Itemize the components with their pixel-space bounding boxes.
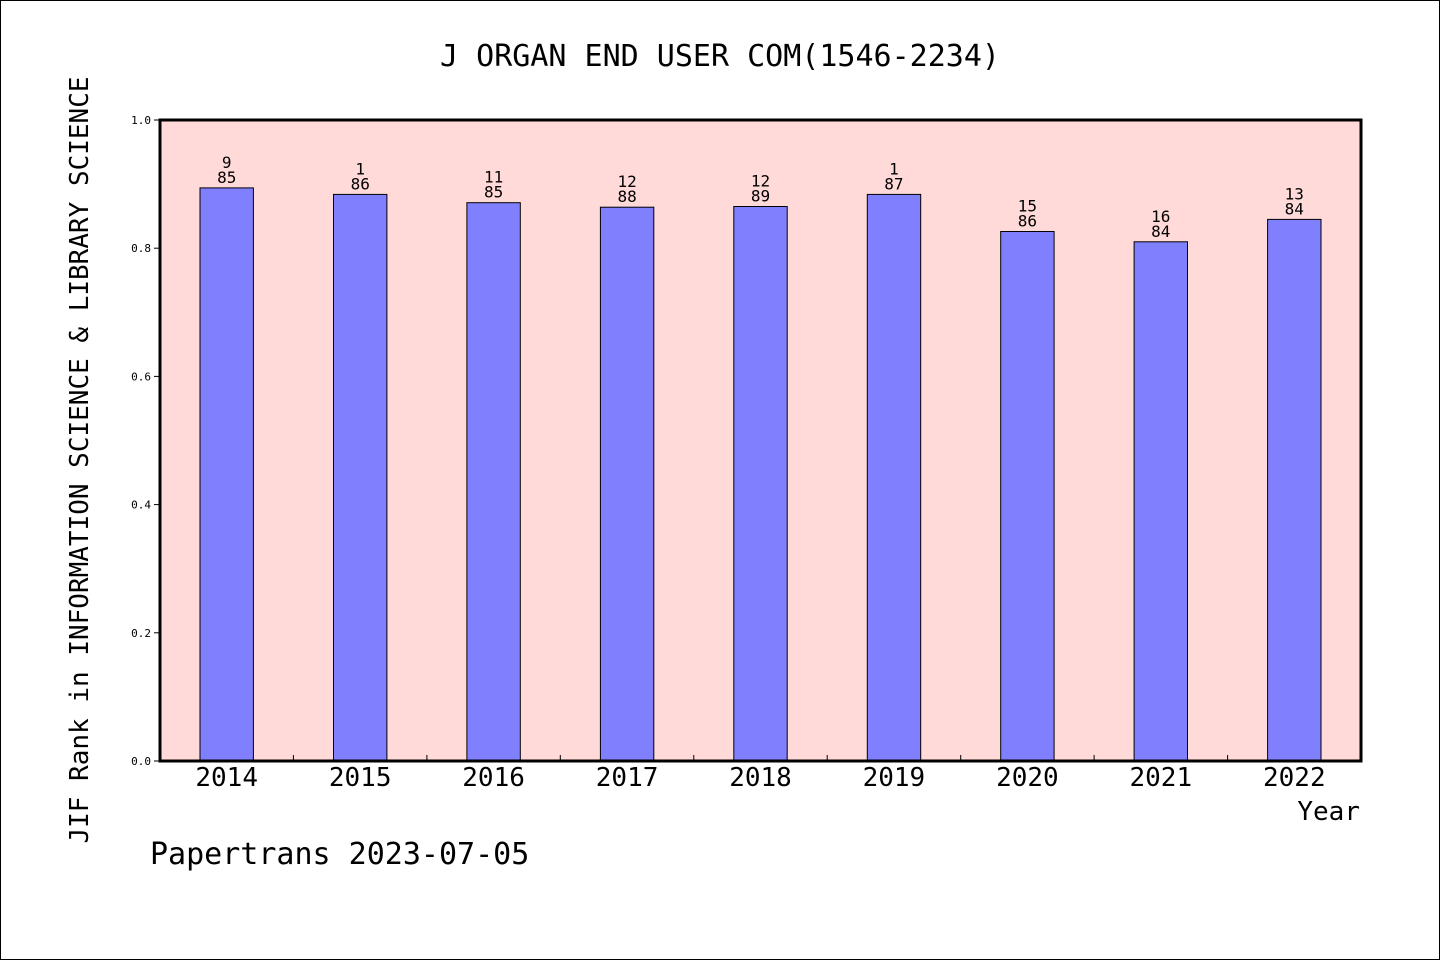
total-label-2020: 86 <box>1018 212 1037 231</box>
x-tick-label-2014: 2014 <box>195 763 258 793</box>
y-tick-label: 0.4 <box>131 499 151 512</box>
bar-2018 <box>733 206 788 762</box>
bar-2016 <box>466 202 521 762</box>
total-label-2022: 84 <box>1285 199 1304 218</box>
plot-border <box>158 118 1363 763</box>
total-label-2017: 88 <box>617 187 636 206</box>
rank-label-2014: 9 <box>222 153 232 172</box>
rank-label-2022: 13 <box>1285 184 1304 203</box>
bar-2014 <box>199 187 254 762</box>
x-tick-label-2016: 2016 <box>462 763 525 793</box>
y-tick-label: 0.6 <box>131 370 151 383</box>
bar-2020 <box>1000 231 1055 762</box>
rank-label-2020: 15 <box>1018 197 1037 216</box>
total-label-2021: 84 <box>1151 222 1170 241</box>
total-label-2014: 85 <box>217 168 236 187</box>
total-label-2018: 89 <box>751 187 770 206</box>
y-axis-ticks: 0.0 0.2 0.4 0.6 0.8 1.0 <box>131 114 160 768</box>
chart-title: J ORGAN END USER COM(1546-2234) <box>440 39 1000 74</box>
bar-2021 <box>1133 241 1188 762</box>
bar-2019 <box>866 193 922 762</box>
rank-label-2016: 11 <box>484 168 503 187</box>
y-tick-label: 0.2 <box>131 627 151 640</box>
x-tick-label-2015: 2015 <box>329 763 392 793</box>
rank-label-2015: 1 <box>355 159 365 178</box>
bar-2017 <box>599 206 655 762</box>
footer-credit: Papertrans 2023-07-05 <box>150 837 529 872</box>
y-tick-label: 0.0 <box>131 755 151 768</box>
y-tick-label: 1.0 <box>131 114 151 127</box>
y-axis-label: JIF Rank in INFORMATION SCIENCE & LIBRAR… <box>65 76 95 843</box>
bar-2015 <box>333 193 388 762</box>
rank-label-2018: 12 <box>751 172 770 191</box>
total-label-2016: 85 <box>484 183 503 202</box>
x-axis-label: Year <box>1297 797 1360 827</box>
x-tick-label-2022: 2022 <box>1263 763 1326 793</box>
x-tick-label-2020: 2020 <box>996 763 1059 793</box>
x-tick-label-2018: 2018 <box>729 763 792 793</box>
rank-label-2021: 16 <box>1151 207 1170 226</box>
bars-group <box>199 187 1322 762</box>
x-tick-label-2021: 2021 <box>1129 763 1192 793</box>
bar-2022 <box>1267 218 1322 762</box>
x-tick-label-2017: 2017 <box>596 763 659 793</box>
x-axis-ticks: 2014 2015 2016 2017 2018 2019 2020 2021 2022 <box>195 755 1326 793</box>
y-tick-label: 0.8 <box>131 242 151 255</box>
rank-label-2017: 12 <box>617 172 636 191</box>
total-label-2019: 87 <box>884 174 903 193</box>
x-tick-label-2019: 2019 <box>863 763 926 793</box>
total-label-2015: 86 <box>351 174 370 193</box>
rank-label-2019: 1 <box>889 159 899 178</box>
